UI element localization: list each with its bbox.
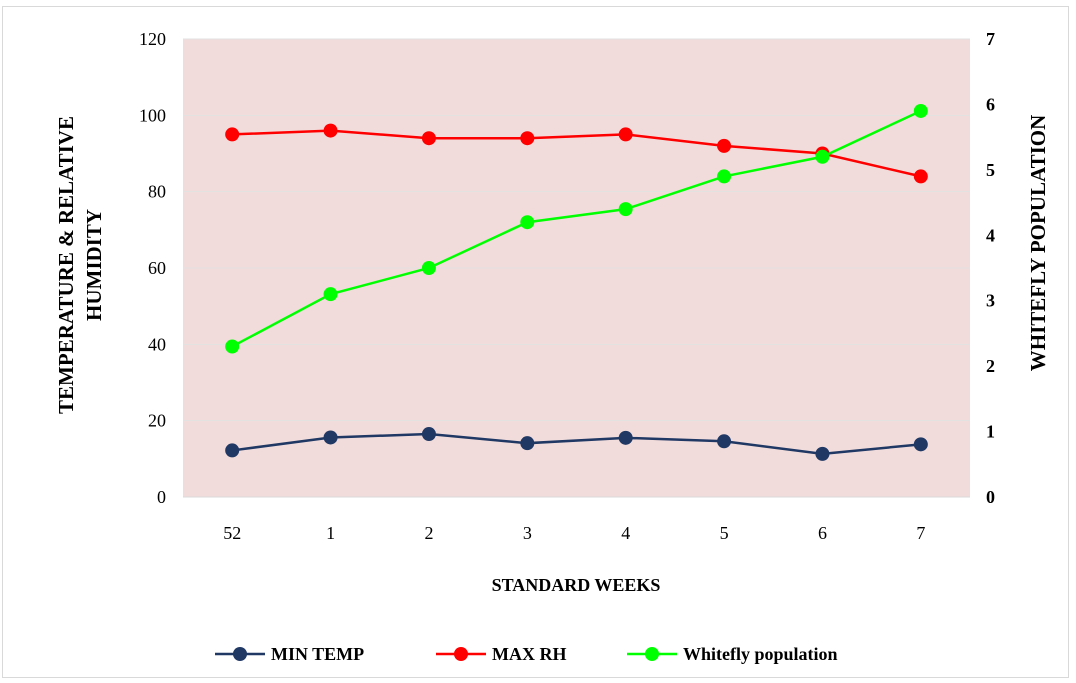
right-tick-label: 3: [986, 291, 995, 311]
left-tick-label: 120: [139, 29, 166, 49]
legend-label: MIN TEMP: [271, 644, 364, 664]
data-point: [717, 138, 732, 153]
x-tick-label: 4: [621, 523, 630, 543]
x-tick-label: 3: [523, 523, 532, 543]
data-point: [618, 202, 633, 217]
data-point: [323, 287, 338, 302]
legend-marker: [454, 647, 468, 661]
chart-frame: 0 20 40 60 80 100 120 0 1 2 3 4 5 6 7 52 1 2 3 4 5 6 7 TEMPE…: [2, 6, 1069, 678]
gridlines: [183, 38, 970, 498]
right-tick-label: 2: [986, 356, 995, 376]
x-tick-label: 6: [818, 523, 827, 543]
x-axis-ticks: 52 1 2 3 4 5 6 7: [223, 523, 925, 543]
right-axis-ticks: 0 1 2 3 4 5 6 7: [986, 29, 995, 507]
data-point: [520, 131, 535, 146]
left-axis-title-line-2: HUMIDITY: [82, 209, 106, 321]
right-tick-label: 4: [986, 225, 995, 245]
data-point: [323, 123, 338, 138]
x-tick-label: 7: [916, 523, 925, 543]
legend-marker: [645, 647, 659, 661]
series-line-max-rh: [232, 129, 922, 178]
right-tick-label: 6: [986, 94, 995, 114]
series-line-min-temp: [232, 432, 921, 456]
legend: MIN TEMP MAX RH Whitefly population: [215, 644, 838, 664]
x-tick-label: 1: [326, 523, 335, 543]
left-axis-title-line-1: TEMPERATURE & RELATIVE: [54, 116, 78, 414]
data-point: [618, 127, 633, 142]
data-point: [618, 430, 633, 445]
data-point: [717, 434, 732, 449]
right-tick-label: 5: [986, 160, 995, 180]
left-tick-label: 40: [148, 334, 166, 354]
data-point: [815, 149, 830, 164]
right-axis-title: WHITEFLY POPULATION: [1026, 115, 1050, 372]
data-point: [520, 436, 535, 451]
data-point: [225, 127, 240, 142]
left-tick-label: 0: [157, 487, 166, 507]
left-tick-label: 60: [148, 258, 166, 278]
series-line-whitefly-population: [231, 109, 922, 348]
data-point: [815, 446, 830, 461]
data-point: [421, 261, 436, 275]
line-chart: 0 20 40 60 80 100 120 0 1 2 3 4 5 6 7 52 1 2 3 4 5 6 7 TEMPE…: [54, 29, 1050, 664]
right-tick-label: 7: [986, 29, 995, 49]
x-tick-label: 5: [720, 523, 729, 543]
data-point: [913, 169, 928, 184]
data-point: [913, 437, 928, 452]
x-axis-title: STANDARD WEEKS: [492, 575, 661, 595]
data-point: [225, 443, 240, 458]
left-axis-ticks: 0 20 40 60 80 100 120: [139, 29, 166, 507]
x-tick-label: 52: [223, 523, 241, 543]
data-point: [225, 339, 240, 354]
right-tick-label: 1: [986, 422, 995, 442]
legend-label: Whitefly population: [683, 644, 838, 664]
left-tick-label: 80: [148, 182, 166, 202]
x-tick-label: 2: [424, 523, 433, 543]
data-point: [717, 169, 732, 184]
data-point: [913, 103, 928, 118]
left-tick-label: 20: [148, 411, 166, 431]
data-point: [421, 427, 436, 442]
legend-marker: [233, 647, 247, 661]
data-point: [520, 215, 535, 230]
series-group: [225, 103, 928, 461]
legend-label: MAX RH: [492, 644, 567, 664]
right-tick-label: 0: [986, 487, 995, 507]
left-tick-label: 100: [139, 105, 166, 125]
data-point: [421, 131, 436, 146]
data-point: [323, 430, 338, 445]
